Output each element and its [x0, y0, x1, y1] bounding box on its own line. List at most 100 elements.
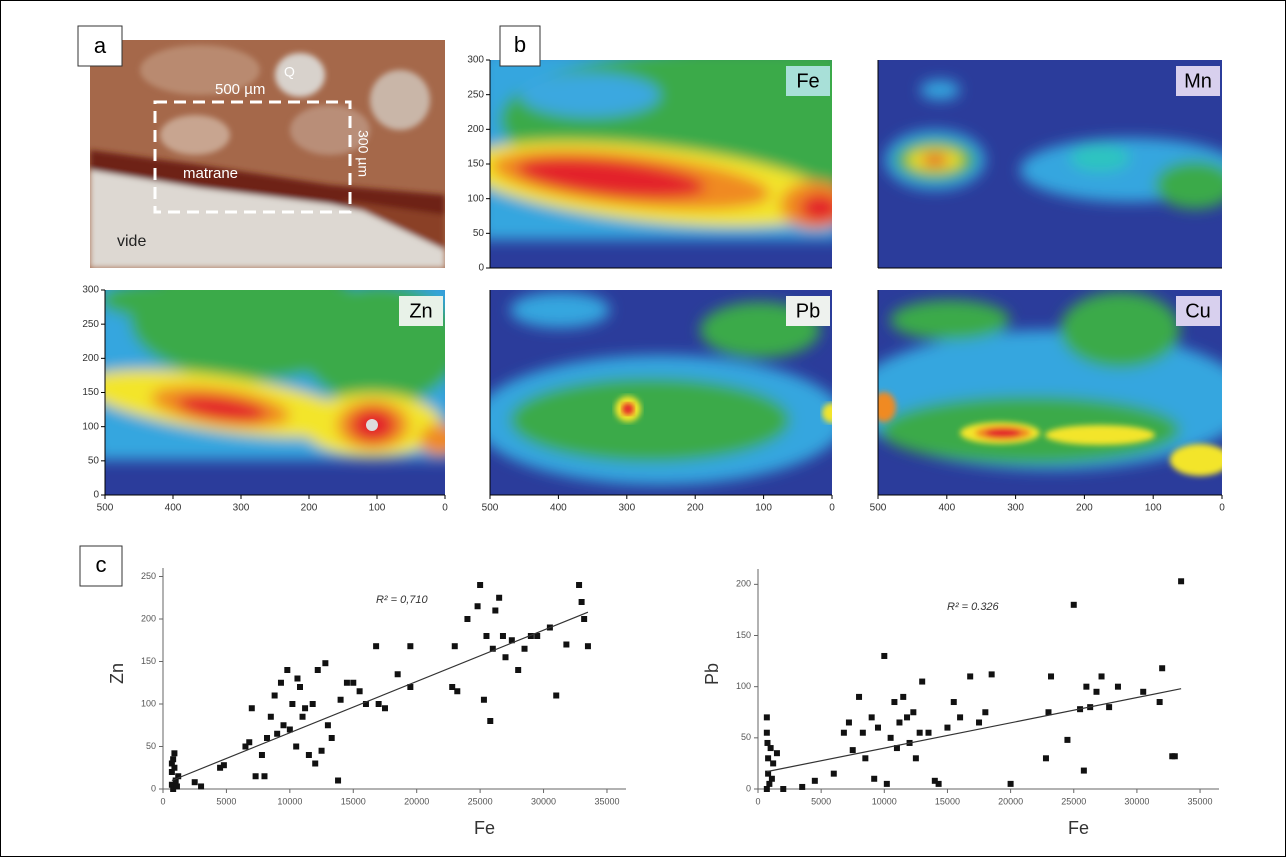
- point: [302, 705, 309, 712]
- point: [274, 730, 281, 737]
- point: [198, 783, 205, 790]
- y-tick-label: 150: [82, 387, 99, 398]
- x-tick-label: 0: [160, 796, 165, 806]
- point: [563, 641, 570, 648]
- point: [335, 777, 342, 784]
- point: [318, 747, 325, 754]
- point: [1106, 704, 1113, 711]
- point: [912, 755, 919, 762]
- x-tick-label: 0: [1219, 503, 1225, 514]
- point: [454, 688, 461, 695]
- heatmap-image: [490, 60, 832, 268]
- point: [770, 760, 777, 767]
- point: [887, 734, 894, 741]
- y-tick-label: 200: [736, 579, 751, 589]
- y-tick-label: 150: [736, 630, 751, 640]
- point: [451, 643, 458, 650]
- point: [328, 735, 335, 741]
- point: [916, 729, 923, 736]
- point: [763, 714, 770, 721]
- y-tick-label: 50: [88, 455, 100, 466]
- point: [172, 777, 179, 784]
- point: [765, 755, 772, 762]
- point: [988, 671, 995, 678]
- x-axis-label: Fe: [1068, 818, 1089, 838]
- x-tick-label: 400: [550, 503, 567, 514]
- micrograph: [90, 40, 445, 268]
- point: [900, 693, 907, 700]
- photo-label: Q: [284, 64, 295, 80]
- point: [931, 777, 938, 784]
- heatmap-image: [490, 290, 832, 495]
- point: [322, 660, 329, 667]
- y-tick-label: 100: [736, 681, 751, 691]
- y-tick-label: 250: [467, 89, 484, 100]
- point: [935, 780, 942, 787]
- x-tick-label: 0: [829, 503, 835, 514]
- point: [830, 770, 837, 777]
- y-axis-label: Zn: [107, 663, 127, 684]
- x-tick-label: 15000: [341, 796, 366, 806]
- x-tick-label: 25000: [1061, 796, 1086, 806]
- point: [527, 633, 534, 639]
- y-tick-label: 0: [746, 783, 751, 793]
- point: [309, 701, 316, 707]
- element-label: Fe: [796, 70, 819, 92]
- point: [264, 735, 271, 741]
- point: [765, 770, 772, 777]
- point: [171, 750, 178, 757]
- x-tick-label: 0: [755, 796, 760, 806]
- element-label: Mn: [1184, 70, 1212, 92]
- photo-label: matrane: [183, 165, 238, 182]
- point: [474, 603, 481, 610]
- scale-label: 500 µm: [215, 81, 265, 98]
- y-tick-label: 0: [93, 490, 99, 501]
- point: [271, 692, 278, 699]
- point: [768, 775, 775, 782]
- point: [170, 756, 177, 763]
- point: [1156, 699, 1163, 706]
- point: [1140, 688, 1147, 695]
- point: [294, 675, 301, 682]
- point: [764, 739, 771, 746]
- point: [1083, 683, 1090, 690]
- y-tick-label: 100: [141, 698, 156, 708]
- point: [381, 705, 388, 712]
- point: [242, 743, 249, 750]
- point: [534, 633, 541, 639]
- x-tick-label: 100: [755, 503, 772, 514]
- x-tick-label: 10000: [872, 796, 897, 806]
- element-tag: [399, 296, 443, 326]
- point: [767, 745, 774, 752]
- trendline: [171, 611, 589, 782]
- element-tag: [786, 66, 830, 96]
- x-tick-label: 400: [165, 503, 182, 514]
- point: [578, 599, 585, 605]
- point: [1178, 578, 1185, 585]
- photo-label: vide: [117, 233, 146, 250]
- point: [763, 786, 770, 792]
- point: [849, 747, 856, 754]
- x-tick-label: 500: [482, 503, 499, 514]
- point: [464, 616, 471, 622]
- x-tick-label: 300: [1007, 503, 1024, 514]
- point: [407, 684, 414, 690]
- point: [581, 616, 588, 622]
- heatmap-image: [105, 290, 445, 495]
- y-tick-label: 250: [141, 571, 156, 581]
- point: [394, 671, 401, 678]
- point: [356, 688, 363, 695]
- point: [967, 673, 974, 680]
- point: [350, 679, 357, 686]
- point: [871, 775, 878, 782]
- point: [910, 709, 917, 716]
- point: [1171, 753, 1178, 760]
- y-tick-label: 150: [467, 159, 484, 170]
- point: [1042, 755, 1049, 762]
- element-tag: [1176, 66, 1220, 96]
- x-tick-label: 100: [1145, 503, 1162, 514]
- point: [982, 709, 989, 716]
- point: [477, 582, 484, 588]
- point: [286, 726, 293, 733]
- point: [840, 729, 847, 736]
